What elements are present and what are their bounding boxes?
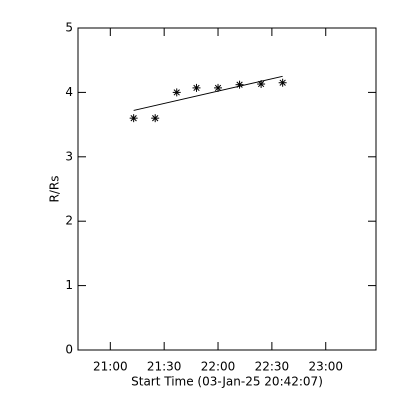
point-stroke (257, 80, 265, 88)
y-tick-label: 3 (65, 149, 73, 163)
x-tick-label: 21:30 (147, 360, 182, 374)
fit-line (133, 75, 283, 111)
y-tick-label: 5 (65, 21, 73, 35)
point-stroke (214, 84, 222, 92)
point (192, 83, 201, 92)
point-stroke (152, 115, 159, 122)
point (214, 83, 223, 92)
x-tick-label: 22:30 (255, 360, 290, 374)
point (235, 80, 244, 89)
x-tick-label: 21:00 (93, 360, 128, 374)
x-axis-label: Start Time (03-Jan-25 20:42:07) (131, 375, 323, 389)
plot-frame (77, 27, 377, 351)
y-tick-label: 4 (65, 85, 73, 99)
y-tick-label: 0 (65, 343, 73, 357)
y-tick-label: 2 (65, 214, 73, 228)
x-tick-label: 22:00 (201, 360, 236, 374)
x-tick-label: 23:00 (308, 360, 343, 374)
point (151, 114, 160, 123)
y-tick-label: 1 (65, 278, 73, 292)
point-stroke (130, 115, 137, 122)
point-stroke (193, 84, 200, 92)
point (172, 88, 181, 97)
point-stroke (173, 89, 180, 96)
point-stroke (279, 79, 286, 86)
point (278, 78, 287, 87)
y-axis-label: R/Rs (48, 176, 62, 203)
point (129, 114, 138, 123)
